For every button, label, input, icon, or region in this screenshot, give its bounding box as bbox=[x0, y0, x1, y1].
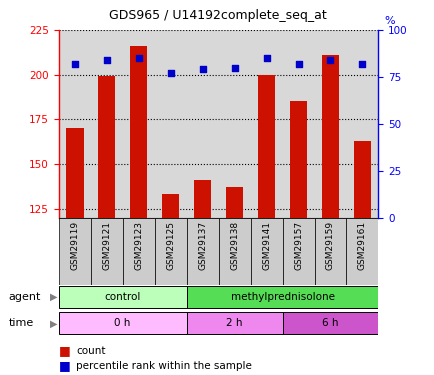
Text: GSM29138: GSM29138 bbox=[230, 221, 239, 270]
Point bbox=[199, 66, 206, 72]
Text: methylprednisolone: methylprednisolone bbox=[230, 292, 334, 302]
Bar bbox=[321, 55, 339, 217]
Bar bbox=[346, 217, 378, 285]
Text: time: time bbox=[9, 318, 34, 328]
Text: GSM29125: GSM29125 bbox=[166, 221, 175, 270]
Bar bbox=[225, 187, 243, 218]
Bar bbox=[257, 75, 275, 217]
Bar bbox=[130, 46, 147, 217]
Text: 0 h: 0 h bbox=[114, 318, 131, 328]
Text: ■: ■ bbox=[59, 359, 70, 372]
Bar bbox=[161, 194, 179, 217]
Bar bbox=[314, 217, 345, 285]
Bar bbox=[194, 180, 211, 218]
Bar bbox=[186, 286, 378, 308]
Text: 2 h: 2 h bbox=[226, 318, 242, 328]
Text: GSM29119: GSM29119 bbox=[70, 221, 79, 270]
Bar bbox=[91, 217, 122, 285]
Bar bbox=[282, 217, 314, 285]
Point bbox=[167, 70, 174, 76]
Text: control: control bbox=[104, 292, 141, 302]
Text: GSM29137: GSM29137 bbox=[197, 221, 207, 270]
Bar bbox=[155, 217, 186, 285]
Bar bbox=[186, 217, 218, 285]
Text: GSM29123: GSM29123 bbox=[134, 221, 143, 270]
Bar bbox=[122, 217, 155, 285]
Point bbox=[326, 57, 333, 63]
Bar bbox=[59, 217, 91, 285]
Bar bbox=[282, 312, 378, 334]
Point bbox=[230, 64, 237, 70]
Text: ▶: ▶ bbox=[50, 292, 57, 302]
Text: GSM29121: GSM29121 bbox=[102, 221, 111, 270]
Bar bbox=[186, 312, 282, 334]
Text: GSM29159: GSM29159 bbox=[325, 221, 334, 270]
Bar bbox=[98, 76, 115, 218]
Text: GDS965 / U14192complete_seq_at: GDS965 / U14192complete_seq_at bbox=[108, 9, 326, 22]
Text: GSM29157: GSM29157 bbox=[293, 221, 302, 270]
Bar bbox=[59, 312, 186, 334]
Text: GSM29141: GSM29141 bbox=[261, 221, 270, 270]
Text: ▶: ▶ bbox=[50, 318, 57, 328]
Point bbox=[358, 61, 365, 67]
Bar bbox=[218, 217, 250, 285]
Text: percentile rank within the sample: percentile rank within the sample bbox=[76, 361, 251, 370]
Bar bbox=[250, 217, 282, 285]
Text: GSM29161: GSM29161 bbox=[357, 221, 366, 270]
Point bbox=[294, 61, 301, 67]
Point bbox=[263, 55, 270, 61]
Point bbox=[71, 61, 78, 67]
Bar bbox=[353, 141, 370, 218]
Bar bbox=[59, 286, 186, 308]
Bar bbox=[66, 128, 83, 217]
Text: ■: ■ bbox=[59, 344, 70, 357]
Text: %: % bbox=[384, 16, 395, 26]
Point bbox=[135, 55, 142, 61]
Bar bbox=[289, 101, 306, 217]
Text: count: count bbox=[76, 346, 105, 355]
Point bbox=[103, 57, 110, 63]
Text: agent: agent bbox=[9, 292, 41, 302]
Text: 6 h: 6 h bbox=[322, 318, 338, 328]
